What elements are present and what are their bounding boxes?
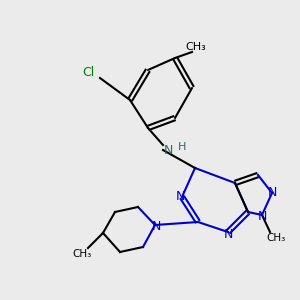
Text: CH₃: CH₃ xyxy=(266,233,286,243)
Text: N: N xyxy=(151,220,161,232)
Text: Cl: Cl xyxy=(82,65,94,79)
Text: N: N xyxy=(223,227,233,241)
Text: H: H xyxy=(178,142,186,152)
Text: N: N xyxy=(257,211,267,224)
Text: N: N xyxy=(163,143,173,157)
Text: N: N xyxy=(175,190,185,203)
Text: CH₃: CH₃ xyxy=(72,249,92,259)
Text: CH₃: CH₃ xyxy=(186,42,206,52)
Text: N: N xyxy=(267,187,277,200)
